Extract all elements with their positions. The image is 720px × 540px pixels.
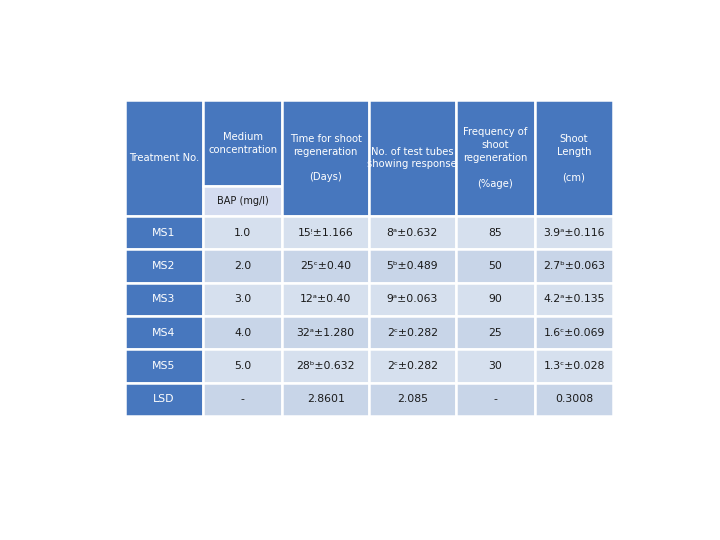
Text: 1.6ᶜ±0.069: 1.6ᶜ±0.069 [544,328,605,338]
Text: MS3: MS3 [153,294,176,305]
Bar [534,216,613,249]
Bar [282,383,369,416]
Bar [369,283,456,316]
Bar [125,283,204,316]
Text: -: - [241,395,245,404]
Text: Frequency of
shoot
regeneration

(%age): Frequency of shoot regeneration (%age) [463,127,527,188]
Bar [369,316,456,349]
Text: 90: 90 [488,294,502,305]
Text: 15ᵎ±1.166: 15ᵎ±1.166 [298,228,354,238]
Bar [204,216,282,249]
Bar [204,349,282,383]
Text: 4.0: 4.0 [234,328,251,338]
Bar [282,316,369,349]
Bar [204,100,282,186]
Text: 2ᶜ±0.282: 2ᶜ±0.282 [387,328,438,338]
Text: 2.085: 2.085 [397,395,428,404]
Bar [204,316,282,349]
Bar [456,349,534,383]
Text: 5.0: 5.0 [234,361,251,371]
Text: 50: 50 [488,261,502,271]
Text: 0.3008: 0.3008 [555,395,593,404]
Text: Medium
concentration: Medium concentration [208,132,277,154]
Bar [534,249,613,283]
Bar [369,349,456,383]
Bar [282,249,369,283]
Text: 4.2ᵃ±0.135: 4.2ᵃ±0.135 [543,294,605,305]
Bar [456,283,534,316]
Bar [204,249,282,283]
Text: MS1: MS1 [153,228,176,238]
Text: MS4: MS4 [153,328,176,338]
Text: 32ᵃ±1.280: 32ᵃ±1.280 [297,328,355,338]
Text: 3.9ᵃ±0.116: 3.9ᵃ±0.116 [543,228,605,238]
Bar [456,216,534,249]
Text: LSD: LSD [153,395,175,404]
Bar [369,100,456,216]
Bar [369,216,456,249]
Bar [534,100,613,216]
Text: 25: 25 [488,328,502,338]
Text: 8ᵃ±0.632: 8ᵃ±0.632 [387,228,438,238]
Text: Treatment No.: Treatment No. [129,153,199,163]
Bar [125,383,204,416]
Bar [204,186,282,216]
Bar [456,100,534,216]
Bar [282,216,369,249]
Text: 25ᶜ±0.40: 25ᶜ±0.40 [300,261,351,271]
Text: 9ᵃ±0.063: 9ᵃ±0.063 [387,294,438,305]
Bar [125,349,204,383]
Bar [369,383,456,416]
Bar [534,316,613,349]
Text: BAP (mg/l): BAP (mg/l) [217,196,269,206]
Text: Shoot
Length

(cm): Shoot Length (cm) [557,134,591,183]
Text: 2.8601: 2.8601 [307,395,345,404]
Bar [534,383,613,416]
Bar [125,249,204,283]
Text: 28ᵇ±0.632: 28ᵇ±0.632 [297,361,355,371]
Text: MS2: MS2 [153,261,176,271]
Text: 3.0: 3.0 [234,294,251,305]
Bar [534,283,613,316]
Bar [456,316,534,349]
Bar [369,249,456,283]
Text: 2ᶜ±0.282: 2ᶜ±0.282 [387,361,438,371]
Text: 1.0: 1.0 [234,228,251,238]
Text: No. of test tubes
showing response: No. of test tubes showing response [367,147,457,170]
Text: 1.3ᶜ±0.028: 1.3ᶜ±0.028 [544,361,605,371]
Bar [125,216,204,249]
Text: 30: 30 [488,361,502,371]
Text: 2.0: 2.0 [234,261,251,271]
Text: Time for shoot
regeneration

(Days): Time for shoot regeneration (Days) [289,134,361,183]
Bar [125,316,204,349]
Bar [125,100,204,216]
Bar [204,283,282,316]
Bar [534,349,613,383]
Text: MS5: MS5 [153,361,176,371]
Text: -: - [493,395,497,404]
Bar [204,383,282,416]
Bar [282,349,369,383]
Bar [282,100,369,216]
Text: 12ᵃ±0.40: 12ᵃ±0.40 [300,294,351,305]
Text: 2.7ᵇ±0.063: 2.7ᵇ±0.063 [543,261,605,271]
Text: 85: 85 [488,228,502,238]
Text: 5ᵇ±0.489: 5ᵇ±0.489 [387,261,438,271]
Bar [456,249,534,283]
Bar [282,283,369,316]
Bar [456,383,534,416]
